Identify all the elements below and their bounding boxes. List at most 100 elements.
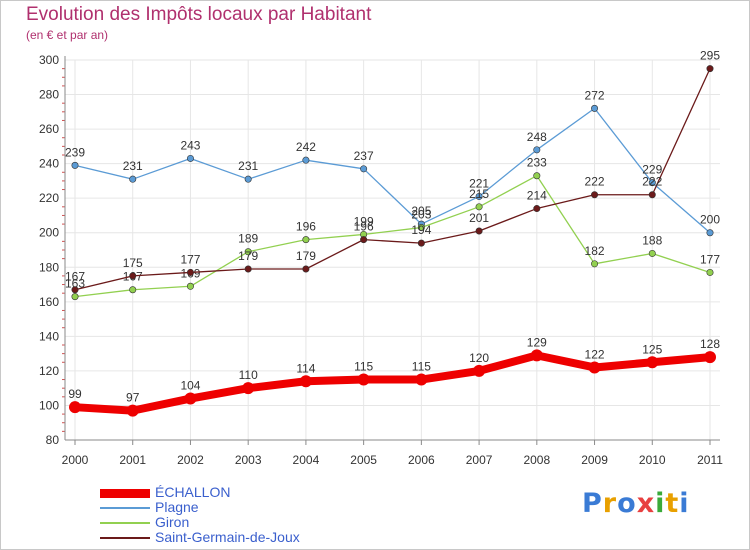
data-label-plagne-2008: 248	[527, 130, 547, 144]
data-label-giron-2006: 203	[411, 208, 431, 222]
x-tick-label-2000: 2000	[62, 453, 89, 467]
data-point-giron-2007	[475, 203, 483, 211]
logo-letter: P	[582, 488, 603, 519]
data-label--challon-2007: 120	[469, 351, 489, 365]
legend-swatch-plagne	[100, 507, 150, 509]
data-point-saint-germain-de-joux-2008	[533, 205, 541, 213]
logo-letter: r	[602, 488, 618, 519]
series-line-giron	[74, 175, 711, 298]
data-label-plagne-2000: 239	[65, 145, 85, 159]
x-tick-label-2005: 2005	[350, 453, 377, 467]
y-tick-label-240: 240	[39, 157, 59, 171]
y-tick-label-120: 120	[39, 364, 59, 378]
data-label-plagne-2001: 231	[123, 159, 143, 173]
data-point--challon-2000	[69, 401, 81, 414]
data-label-giron-2004: 196	[296, 220, 316, 234]
data-point-plagne-2009	[591, 104, 599, 112]
data-label-giron-2009: 182	[585, 244, 605, 258]
data-point-plagne-2000	[71, 161, 79, 169]
data-point-saint-germain-de-joux-2001	[129, 272, 137, 280]
data-label-plagne-2007: 221	[469, 176, 489, 190]
data-label-saint-germain-de-joux-2008: 214	[527, 189, 547, 203]
logo-letter: x	[636, 488, 656, 519]
logo-letter: o	[617, 488, 637, 519]
data-label-plagne-2003: 231	[238, 159, 258, 173]
data-label-saint-germain-de-joux-2003: 179	[238, 249, 258, 263]
data-label-giron-2000: 163	[65, 277, 85, 291]
data-label-saint-germain-de-joux-2001: 175	[123, 256, 143, 270]
data-label-saint-germain-de-joux-2011: 295	[700, 49, 720, 63]
data-label-plagne-2004: 242	[296, 140, 316, 154]
data-point-saint-germain-de-joux-2009	[591, 191, 599, 199]
data-label--challon-2000: 99	[68, 387, 82, 401]
x-tick-label-2002: 2002	[177, 453, 204, 467]
data-point--challon-2010	[646, 356, 659, 369]
data-label-plagne-2002: 243	[180, 138, 200, 152]
data-point--challon-2003	[242, 382, 255, 395]
data-point--challon-2011	[704, 351, 716, 364]
legend-label--challon: ÉCHALLON	[155, 484, 231, 500]
data-point--challon-2006	[415, 373, 428, 386]
data-label--challon-2001: 97	[126, 391, 140, 405]
data-label-saint-germain-de-joux-2004: 179	[296, 249, 316, 263]
legend-swatch-saint-germain-de-joux	[100, 537, 150, 539]
x-tick-label-2009: 2009	[581, 453, 608, 467]
data-point-plagne-2010	[648, 179, 656, 187]
data-point-saint-germain-de-joux-2010	[648, 191, 656, 199]
data-label-giron-2010: 188	[642, 233, 662, 247]
data-point-saint-germain-de-joux-2011	[706, 65, 714, 73]
data-point--challon-2002	[184, 392, 197, 405]
chart-subtitle: (en € et par an)	[26, 28, 109, 42]
x-tick-label-2011: 2011	[697, 453, 723, 467]
data-point-plagne-2011	[706, 229, 714, 237]
data-label-saint-germain-de-joux-2010: 222	[642, 175, 662, 189]
data-label-plagne-2006: 205	[411, 204, 431, 218]
data-label--challon-2011: 128	[700, 337, 720, 351]
data-point-giron-2008	[533, 172, 541, 180]
x-tick-label-2008: 2008	[523, 453, 550, 467]
series-line--challon	[71, 351, 714, 415]
logo-letter: t	[665, 488, 680, 519]
data-label-saint-germain-de-joux-2002: 177	[180, 252, 200, 266]
logo-letter: i	[679, 488, 690, 519]
x-tick-label-2007: 2007	[466, 453, 493, 467]
data-label-saint-germain-de-joux-2009: 222	[585, 175, 605, 189]
x-tick-label-2006: 2006	[408, 453, 435, 467]
data-label-plagne-2011: 200	[700, 213, 720, 227]
x-tick-label-2004: 2004	[293, 453, 320, 467]
data-point-saint-germain-de-joux-2007	[475, 227, 483, 235]
proxiti-logo: Proxiti	[582, 488, 690, 519]
x-tick-label-2010: 2010	[639, 453, 666, 467]
legend-swatch-giron	[100, 522, 150, 524]
chart-title: Evolution des Impôts locaux par Habitant	[26, 4, 372, 25]
data-point-giron-2000	[71, 293, 79, 301]
data-point-giron-2001	[129, 286, 137, 294]
data-label-giron-2011: 177	[700, 252, 720, 266]
data-label-saint-germain-de-joux-2005: 196	[354, 220, 374, 234]
data-point--challon-2004	[299, 375, 312, 388]
data-point-plagne-2008	[533, 146, 541, 154]
data-label--challon-2004: 114	[296, 361, 315, 375]
data-label--challon-2010: 125	[642, 342, 662, 356]
data-label-giron-2007: 215	[469, 187, 489, 201]
data-point-plagne-2003	[244, 175, 252, 183]
data-label-saint-germain-de-joux-2006: 194	[411, 223, 431, 237]
data-point-giron-2002	[186, 282, 194, 290]
data-label-saint-germain-de-joux-2007: 201	[469, 211, 489, 225]
y-tick-label-100: 100	[39, 398, 59, 412]
data-label--challon-2005: 115	[354, 360, 373, 374]
y-tick-label-220: 220	[39, 191, 59, 205]
legend-label-plagne: Plagne	[155, 499, 199, 515]
data-point-saint-germain-de-joux-2006	[417, 239, 425, 247]
data-label--challon-2002: 104	[180, 379, 200, 393]
data-point--challon-2009	[588, 361, 601, 374]
data-point-giron-2003	[244, 248, 252, 256]
y-tick-label-200: 200	[39, 226, 59, 240]
data-point-giron-2009	[591, 260, 599, 268]
data-point-plagne-2005	[360, 165, 368, 173]
legend-label-giron: Giron	[155, 514, 190, 530]
series-line-plagne	[74, 107, 711, 234]
data-label-plagne-2010: 229	[642, 163, 662, 177]
data-point-saint-germain-de-joux-2000	[71, 286, 79, 294]
